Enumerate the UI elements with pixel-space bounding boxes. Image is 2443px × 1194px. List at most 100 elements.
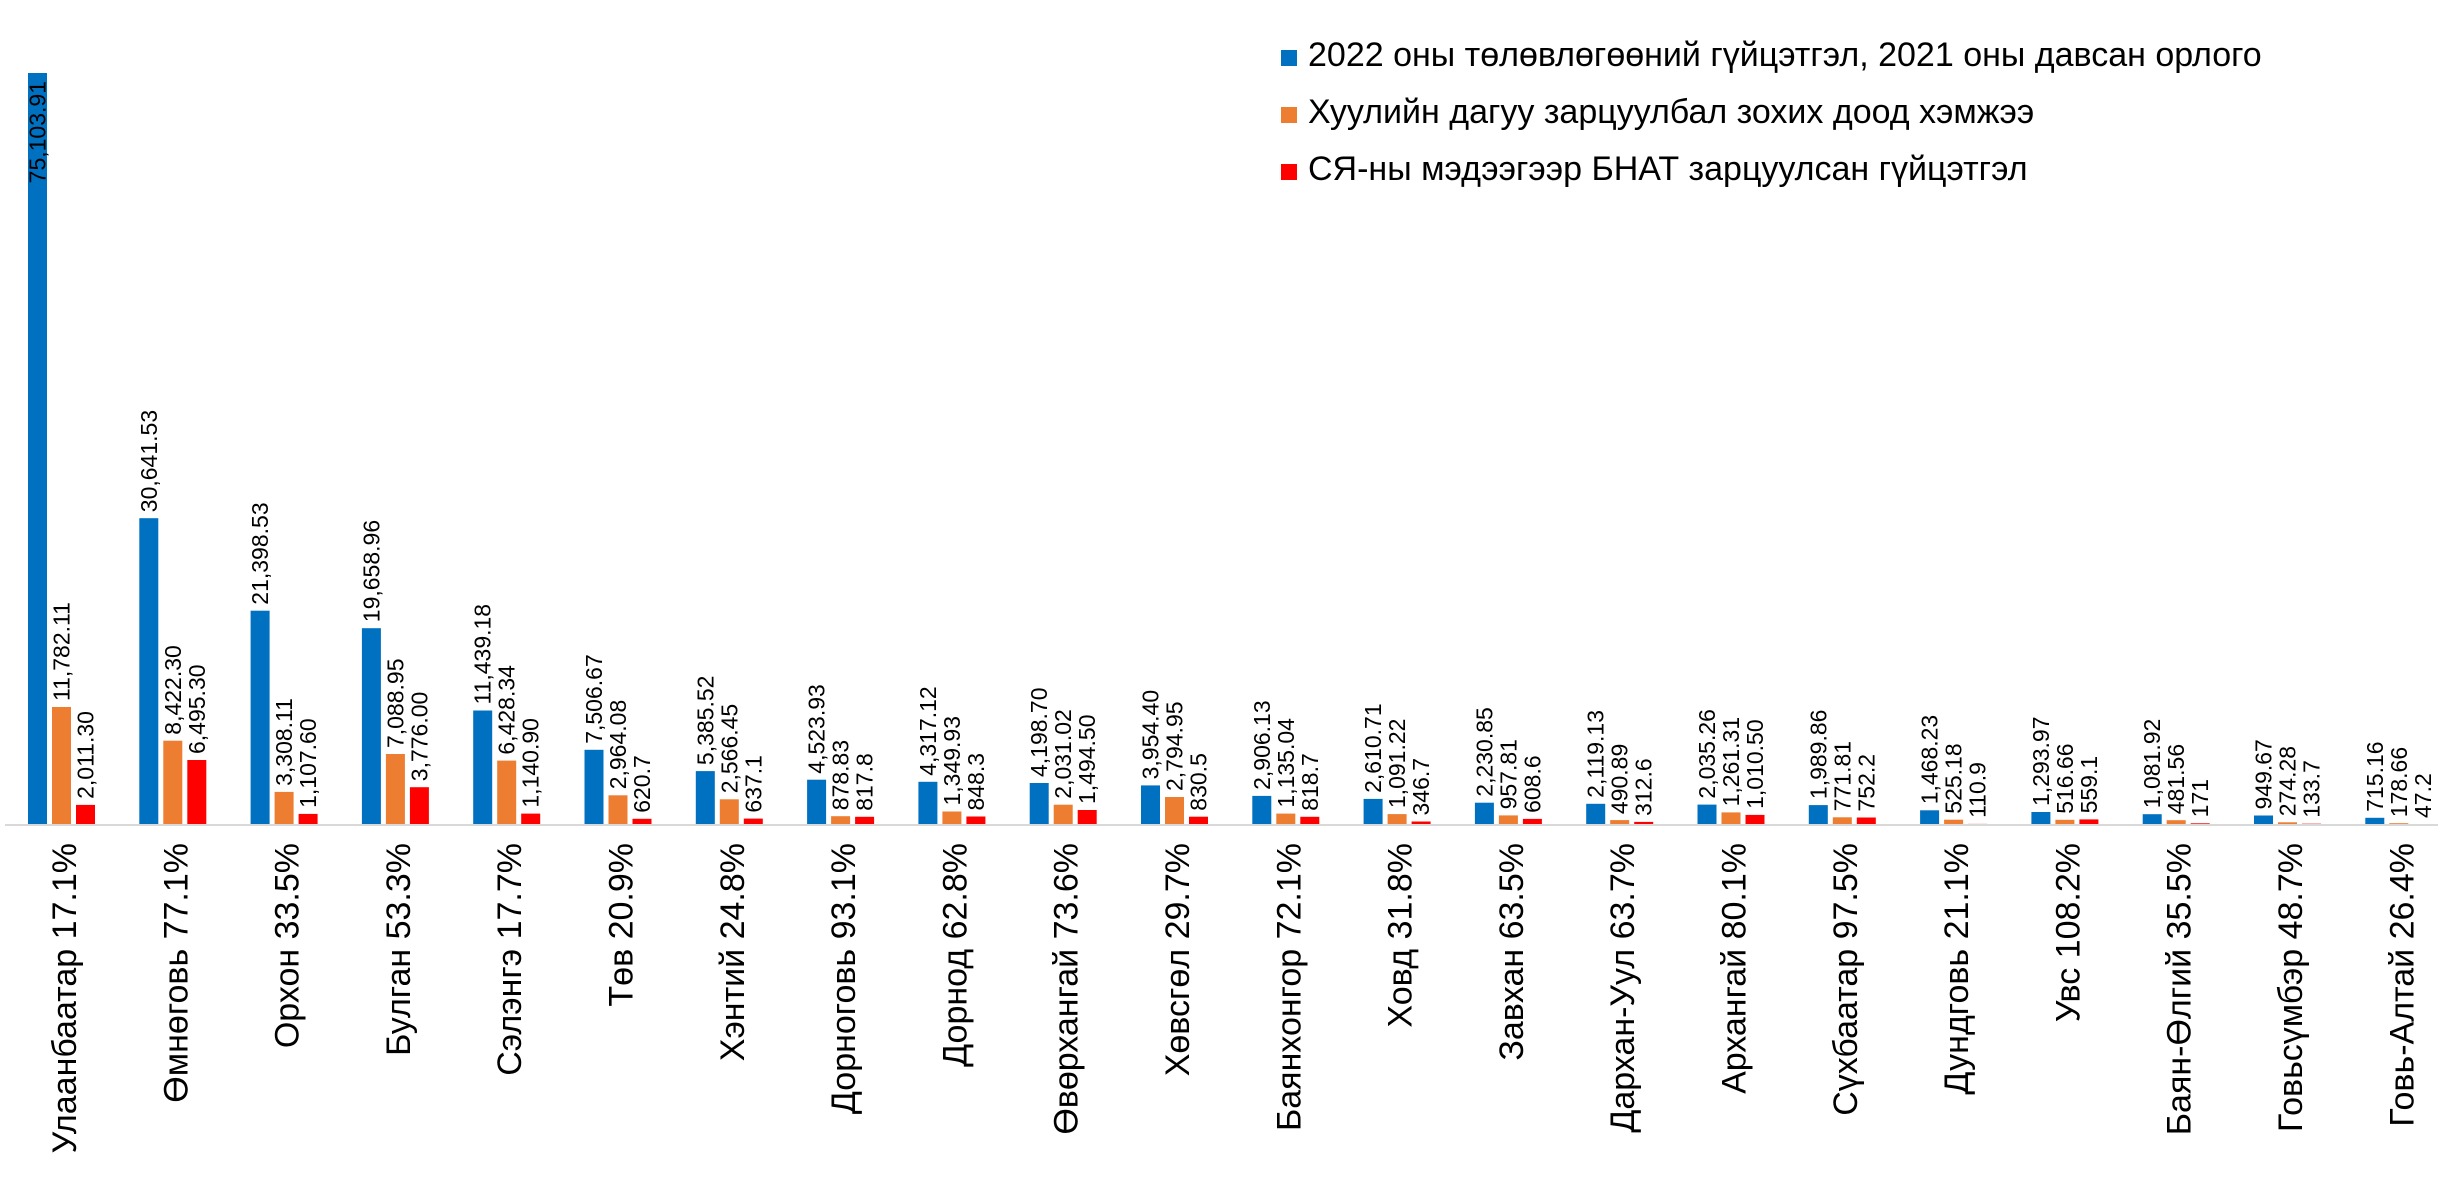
value-label-series2-8: 878.83	[828, 740, 854, 810]
bar-series1-4	[361, 628, 381, 825]
value-label-series1-5: 11,439.18	[470, 604, 496, 705]
bar-series3-8	[855, 816, 875, 825]
value-label-series1-19: 1,293.97	[2028, 716, 2054, 806]
legend: 2022 оны төлөвлөгөөний гүйцэтгэл, 2021 о…	[1281, 36, 2262, 188]
category-labels-layer: Улаанбаатар 17.1% Өмнөговь 77.1% Орхон 33.…	[46, 843, 2421, 1153]
value-label-series3-12: 818.7	[1297, 753, 1323, 811]
value-label-series3-3: 1,107.60	[295, 718, 321, 808]
bar-series1-22	[2365, 817, 2385, 825]
bar-series3-5	[521, 813, 541, 825]
value-label-series1-17: 1,989.86	[1805, 710, 1831, 800]
bar-series2-2	[163, 740, 183, 825]
value-label-series2-15: 490.89	[1607, 744, 1633, 814]
category-label-9: Дорнод 62.8%	[936, 843, 974, 1067]
bar-series2-18	[1944, 819, 1964, 825]
bar-series3-1	[76, 804, 95, 825]
bar-series1-14	[1474, 802, 1494, 825]
legend-label-3: СЯ-ны мэдээгээр БНАТ зарцуулсан гүйцэтгэ…	[1308, 150, 2028, 188]
category-label-2: Өмнөговь 77.1%	[157, 843, 195, 1103]
value-label-series3-5: 1,140.90	[518, 718, 544, 808]
category-label-21: Говьсүмбэр 48.7%	[2272, 843, 2310, 1132]
bar-series2-5	[497, 760, 517, 825]
category-label-10: Өвөрхангай 73.6%	[1048, 843, 1086, 1135]
category-label-3: Орхон 33.5%	[269, 843, 307, 1048]
category-label-5: Сэлэнгэ 17.7%	[491, 843, 529, 1076]
category-label-7: Хэнтий 24.8%	[714, 843, 752, 1061]
value-label-series1-9: 4,317.12	[915, 686, 941, 776]
bar-series1-6	[584, 749, 604, 825]
value-label-series1-2: 30,641.53	[136, 410, 162, 512]
bar-series2-11	[1165, 797, 1184, 825]
value-label-series2-2: 8,422.30	[160, 645, 186, 735]
value-label-series3-2: 6,495.30	[184, 664, 210, 754]
bar-series2-10	[1053, 804, 1073, 825]
bar-series1-17	[1808, 805, 1828, 825]
value-label-series2-12: 1,135.04	[1273, 718, 1299, 808]
value-label-series3-9: 848.3	[963, 753, 989, 811]
value-label-series2-16: 1,261.31	[1718, 717, 1744, 807]
bar-series1-15	[1586, 803, 1606, 825]
category-label-17: Сүхбаатар 97.5%	[1827, 843, 1865, 1116]
value-label-series3-21: 133.7	[2299, 760, 2325, 818]
bar-series1-3	[250, 610, 270, 825]
value-label-series3-18: 110.9	[1965, 762, 1991, 818]
bar-series1-8	[807, 779, 827, 825]
category-label-11: Хөвсгөл 29.7%	[1159, 843, 1197, 1076]
bar-series1-16	[1697, 804, 1717, 825]
bar-series2-21	[2278, 822, 2297, 825]
value-label-series3-15: 312.6	[1631, 758, 1657, 816]
bar-series3-19	[2079, 819, 2099, 825]
bar-series2-4	[385, 754, 405, 825]
bar-series3-10	[1077, 810, 1097, 825]
value-label-series3-20: 171	[2187, 779, 2213, 817]
bar-series1-18	[1920, 810, 1940, 825]
category-label-19: Увс 108.2%	[2049, 843, 2087, 1022]
value-label-series1-20: 1,081.92	[2139, 719, 2165, 809]
bar-series1-12	[1252, 795, 1272, 825]
value-label-series1-8: 4,523.93	[804, 684, 830, 774]
value-label-series1-18: 1,468.23	[1917, 715, 1943, 805]
value-label-series2-18: 525.18	[1941, 743, 1967, 813]
category-label-22: Говь-Алтай 26.4%	[2383, 843, 2421, 1127]
category-label-18: Дундговь 21.1%	[1938, 843, 1976, 1095]
bar-series3-12	[1300, 816, 1320, 825]
category-label-12: Баянхонгор 72.1%	[1270, 843, 1308, 1131]
value-label-series1-14: 2,230.85	[1471, 707, 1497, 797]
value-label-series2-13: 1,091.22	[1384, 719, 1410, 809]
category-label-14: Завхан 63.5%	[1493, 843, 1531, 1061]
bar-series3-9	[966, 816, 986, 825]
value-label-series1-16: 2,035.26	[1694, 709, 1720, 799]
value-label-series3-1: 2,011.30	[73, 711, 99, 799]
category-label-13: Ховд 31.8%	[1382, 843, 1420, 1028]
bar-series1-20	[2142, 814, 2162, 825]
bar-series2-9	[942, 811, 962, 825]
bar-series3-13	[1411, 821, 1431, 825]
value-label-series3-7: 637.1	[740, 755, 766, 813]
bar-series3-7	[743, 818, 763, 825]
bar-series1-1	[28, 73, 47, 825]
bar-series3-15	[1634, 821, 1654, 825]
value-label-series1-11: 3,954.40	[1138, 690, 1164, 780]
value-label-series2-19: 516.66	[2052, 743, 2078, 813]
value-label-series3-22: 47.2	[2410, 773, 2436, 818]
legend-swatch-3	[1281, 164, 1297, 180]
value-label-series3-11: 830.5	[1186, 753, 1212, 811]
category-label-8: Дорноговь 93.1%	[825, 843, 863, 1114]
bar-series3-14	[1522, 818, 1542, 825]
category-label-20: Баян-Өлгий 35.5%	[2161, 843, 2199, 1135]
value-label-series2-7: 2,566.45	[716, 704, 742, 794]
value-label-series1-4: 19,658.96	[358, 520, 384, 622]
value-label-series3-16: 1,010.50	[1742, 719, 1768, 809]
value-label-series1-21: 949.67	[2251, 739, 2277, 809]
value-label-series2-10: 2,031.02	[1050, 709, 1076, 799]
bar-series1-2	[139, 518, 159, 825]
category-label-16: Архангай 80.1%	[1716, 843, 1754, 1094]
bar-series2-14	[1498, 815, 1518, 825]
value-label-series3-8: 817.8	[852, 753, 878, 811]
bar-series2-12	[1276, 813, 1296, 825]
value-label-series3-19: 559.1	[2076, 756, 2102, 814]
value-label-series2-21: 274.28	[2275, 746, 2301, 816]
legend-swatch-1	[1281, 50, 1297, 66]
value-label-series2-17: 771.81	[1829, 741, 1855, 811]
